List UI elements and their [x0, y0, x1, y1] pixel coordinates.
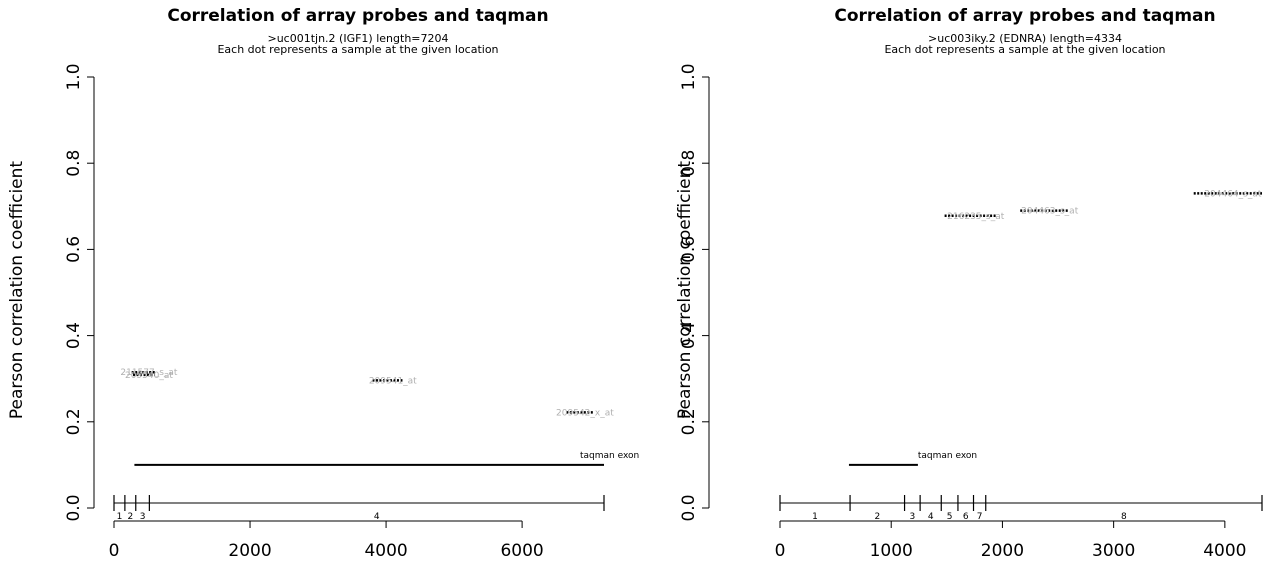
y-tick-label: 0.2 [64, 408, 84, 435]
y-tick-label: 0.4 [679, 322, 699, 349]
chart-title: Correlation of array probes and taqman [834, 6, 1215, 26]
y-tick-label: 0.2 [679, 408, 699, 435]
y-tick-label: 1.0 [679, 63, 699, 90]
y-axis-label: Pearson correlation coefficient [7, 161, 27, 420]
probe-label: 204463_s_at [1021, 207, 1079, 217]
x-tick-label: 1000 [870, 541, 913, 561]
y-tick-label: 1.0 [64, 63, 84, 90]
exon-number: 1 [117, 512, 123, 522]
probe-label: 211577_s_at [120, 368, 178, 378]
y-tick-label: 0.4 [64, 322, 84, 349]
plot-area: 0.0 0.2 0.4 0.6 0.8 1.0 0 2000 4000 6000 1 2 3 4 taqma… [64, 63, 639, 561]
y-tick-label: 0.8 [64, 150, 84, 177]
probe-label: 209541_at [369, 376, 417, 386]
exon-number: 1 [812, 512, 818, 522]
taqman-exon-label: taqman exon [918, 451, 977, 461]
y-tick-label: 0.0 [64, 494, 84, 521]
x-tick-label: 2000 [981, 541, 1024, 561]
x-tick-label: 2000 [228, 541, 271, 561]
exon-number: 3 [909, 512, 915, 522]
chart-title: Correlation of array probes and taqman [167, 6, 548, 26]
probe-label: 204464_s_at [1204, 189, 1262, 199]
y-tick-label: 0.6 [64, 236, 84, 263]
chart-subtitle-line2: Each dot represents a sample at the give… [884, 43, 1165, 56]
exon-number: 3 [140, 512, 146, 522]
probe-label: 216235_s_at [947, 212, 1005, 222]
exon-number: 2 [874, 512, 880, 522]
chart-panel-igf1: Correlation of array probes and taqman >… [7, 6, 639, 561]
x-tick-label: 6000 [500, 541, 543, 561]
chart-subtitle-line1: >uc003iky.2 (EDNRA) length=4334 [928, 32, 1122, 45]
exon-number: 7 [977, 512, 983, 522]
x-tick-label: 3000 [1092, 541, 1135, 561]
x-tick-label: 4000 [1203, 541, 1246, 561]
y-axis-label: Pearson correlation coefficient [675, 161, 695, 420]
exon-number: 2 [127, 512, 133, 522]
probe-label: 209540_at [125, 371, 173, 381]
chart-panel-ednra: Correlation of array probes and taqman >… [675, 6, 1263, 561]
exon-number: 5 [947, 512, 953, 522]
x-tick-label: 0 [109, 541, 120, 561]
exon-number: 4 [928, 512, 934, 522]
chart-subtitle-line2: Each dot represents a sample at the give… [217, 43, 498, 56]
plot-area: 0.0 0.2 0.4 0.6 0.8 1.0 0 1000 2000 3000 4000 1 2 3 4 5… [679, 63, 1263, 561]
exon-number: 4 [374, 512, 380, 522]
y-tick-label: 0.0 [679, 494, 699, 521]
exon-number: 6 [963, 512, 969, 522]
exon-number: 8 [1121, 512, 1127, 522]
taqman-exon-label: taqman exon [580, 451, 639, 461]
probe-label: 209542_x_at [556, 408, 614, 418]
chart-subtitle-line1: >uc001tjn.2 (IGF1) length=7204 [267, 32, 448, 45]
x-tick-label: 4000 [364, 541, 407, 561]
y-tick-label: 0.8 [679, 150, 699, 177]
x-tick-label: 0 [775, 541, 786, 561]
y-tick-label: 0.6 [679, 236, 699, 263]
